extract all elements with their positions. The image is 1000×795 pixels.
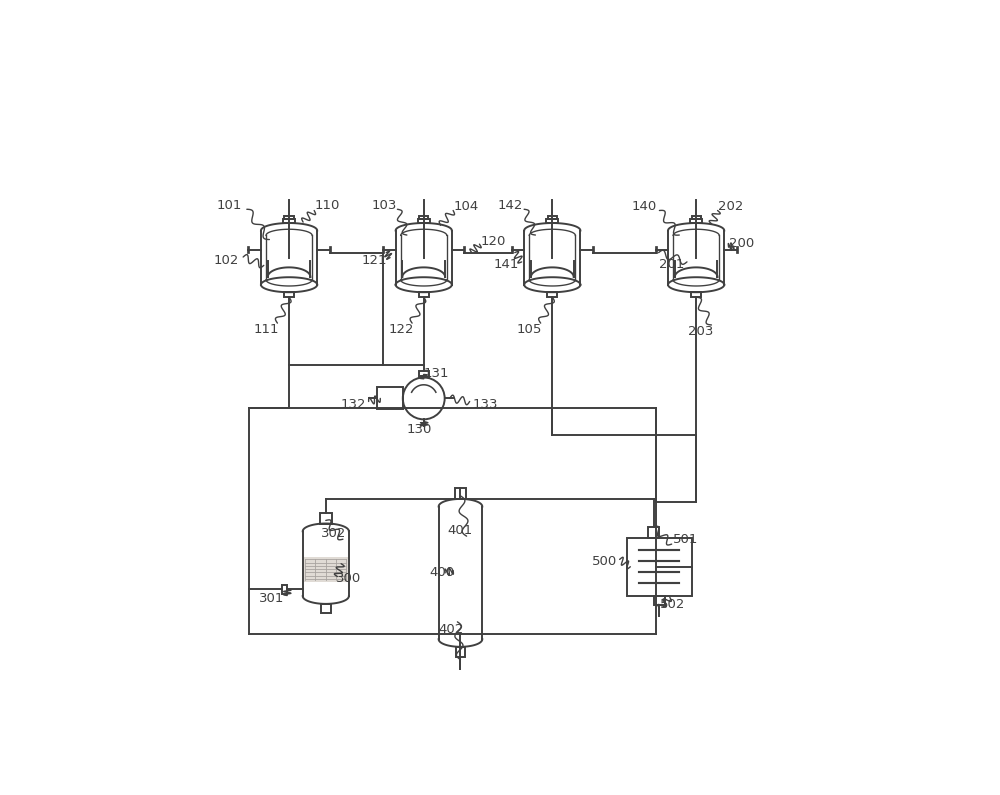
Bar	[418, 219, 430, 223]
Text: 102: 102	[213, 254, 239, 267]
Text: 131: 131	[423, 367, 449, 381]
Text: 500: 500	[592, 556, 617, 568]
Text: 121: 121	[362, 254, 388, 267]
Text: 501: 501	[672, 533, 698, 545]
Text: 402: 402	[439, 622, 464, 636]
Text: 301: 301	[259, 592, 285, 605]
Bar	[283, 219, 295, 223]
Text: 110: 110	[315, 199, 340, 212]
Bar	[627, 537, 692, 595]
Text: 202: 202	[718, 200, 744, 213]
Text: 120: 120	[480, 235, 506, 247]
Text: 400: 400	[430, 566, 455, 580]
Bar	[648, 527, 659, 537]
Bar	[419, 371, 429, 378]
Bar	[284, 293, 294, 297]
Bar	[284, 215, 294, 219]
Text: 201: 201	[659, 258, 684, 271]
Text: 300: 300	[336, 572, 361, 585]
Bar	[321, 604, 331, 613]
Text: 142: 142	[498, 199, 523, 212]
Bar	[377, 387, 403, 409]
Text: 203: 203	[688, 324, 713, 338]
Text: 140: 140	[631, 200, 657, 213]
Text: 104: 104	[454, 200, 479, 213]
Text: 130: 130	[407, 422, 432, 436]
Bar	[548, 215, 557, 219]
Text: 141: 141	[494, 258, 519, 271]
Bar	[654, 595, 665, 605]
Text: 122: 122	[388, 323, 414, 335]
Bar	[320, 513, 332, 523]
Text: 502: 502	[660, 598, 686, 611]
Text: 101: 101	[217, 199, 242, 212]
Text: 111: 111	[254, 323, 279, 335]
Text: 133: 133	[472, 398, 498, 411]
Bar	[455, 487, 466, 499]
Bar	[546, 219, 558, 223]
Bar	[692, 215, 701, 219]
Text: 132: 132	[341, 398, 366, 411]
Bar	[282, 585, 287, 594]
Bar	[456, 647, 465, 657]
Bar	[304, 556, 348, 583]
Bar	[419, 293, 429, 297]
Bar	[690, 219, 702, 223]
Bar	[691, 293, 701, 297]
Text: 103: 103	[371, 199, 397, 212]
Text: 200: 200	[729, 237, 755, 250]
Text: 401: 401	[448, 524, 473, 537]
Bar	[547, 293, 557, 297]
Bar	[419, 215, 428, 219]
Text: 105: 105	[517, 323, 542, 335]
Text: 302: 302	[321, 526, 346, 540]
